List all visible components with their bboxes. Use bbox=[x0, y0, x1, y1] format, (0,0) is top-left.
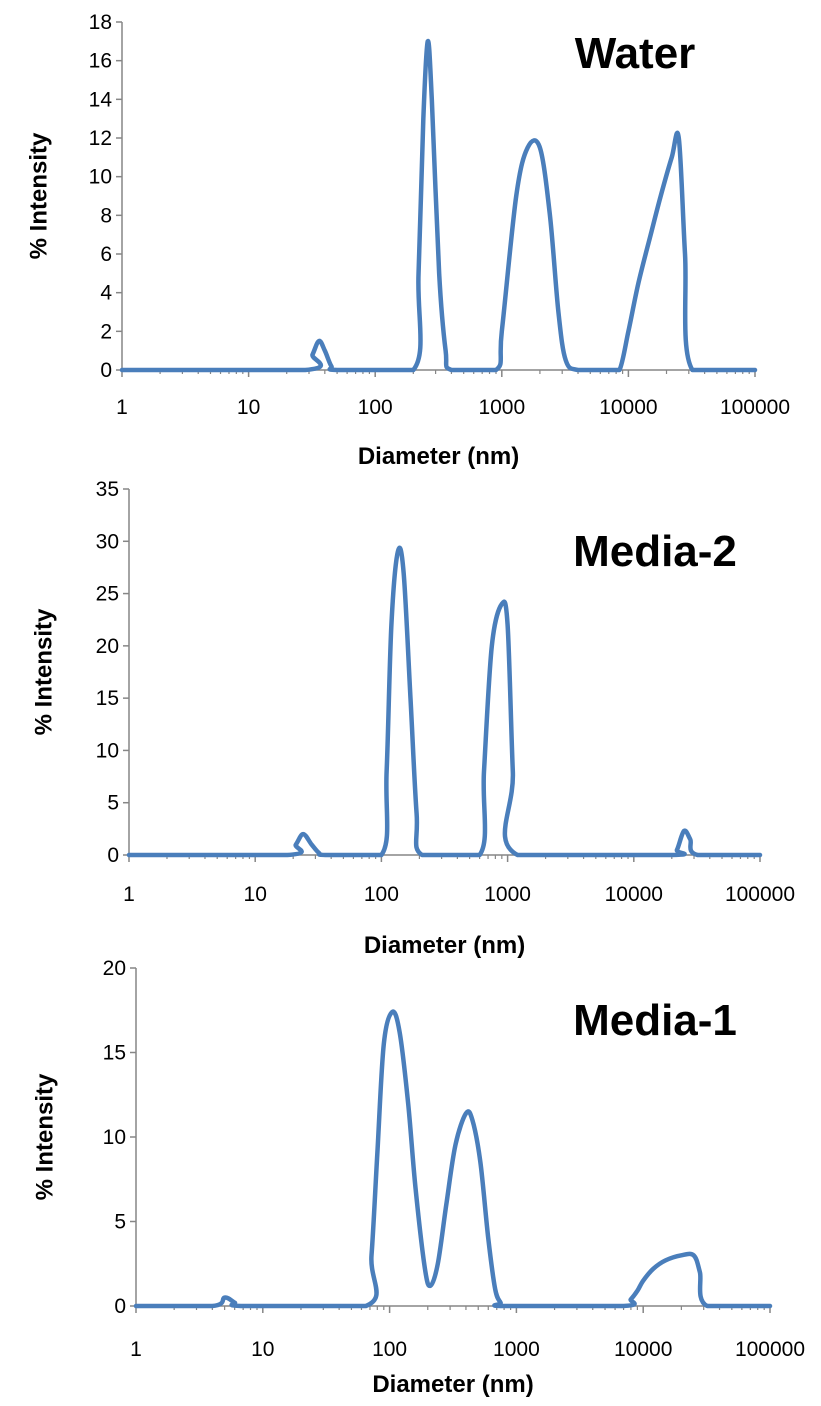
x-axis-title: Diameter (nm) bbox=[372, 1371, 533, 1398]
x-tick-label: 10000 bbox=[605, 883, 663, 906]
y-tick-label: 20 bbox=[103, 957, 126, 980]
x-tick-label: 100000 bbox=[725, 883, 795, 906]
x-axis-title: Diameter (nm) bbox=[364, 932, 525, 959]
chart-panel-media-1: 0 5 10 15 20 1 10 100 1000 10000 100000 Diameter (n… bbox=[0, 955, 821, 1406]
y-tick-label: 6 bbox=[100, 243, 112, 266]
x-tick-label: 100 bbox=[358, 396, 393, 419]
x-tick-label: 100000 bbox=[720, 396, 790, 419]
y-tick-label: 20 bbox=[96, 635, 119, 658]
y-tick-label: 5 bbox=[114, 1211, 126, 1234]
y-axis-title: % Intensity bbox=[25, 132, 52, 259]
y-axis-title: % Intensity bbox=[30, 608, 57, 735]
x-tick-label: 10000 bbox=[599, 396, 657, 419]
x-tick-label: 10 bbox=[251, 1338, 274, 1361]
x-tick-label: 10000 bbox=[614, 1338, 672, 1361]
x-tick-label: 1 bbox=[116, 396, 128, 419]
series-line-water bbox=[119, 38, 758, 373]
x-tick-label: 1000 bbox=[478, 396, 525, 419]
series-line-media-1 bbox=[133, 1009, 773, 1309]
x-tick-label: 100 bbox=[364, 883, 399, 906]
y-tick-label: 2 bbox=[100, 320, 112, 343]
x-axis-title: Diameter (nm) bbox=[358, 443, 519, 470]
y-tick-label: 10 bbox=[96, 739, 119, 762]
chart-title-media-2: Media-2 bbox=[573, 527, 737, 576]
chart-title-water: Water bbox=[575, 29, 696, 78]
x-tick-label: 10 bbox=[244, 883, 267, 906]
x-tick-label: 100000 bbox=[735, 1338, 805, 1361]
y-tick-label: 15 bbox=[103, 1042, 126, 1065]
y-axis-title: % Intensity bbox=[31, 1073, 58, 1200]
y-tick-label: 10 bbox=[89, 166, 112, 189]
y-tick-label: 10 bbox=[103, 1126, 126, 1149]
y-tick-label: 8 bbox=[100, 204, 112, 227]
y-tick-label: 15 bbox=[96, 687, 119, 710]
y-tick-label: 18 bbox=[89, 11, 112, 34]
x-tick-label: 1000 bbox=[493, 1338, 540, 1361]
y-tick-label: 25 bbox=[96, 583, 119, 606]
y-tick-label: 4 bbox=[100, 282, 112, 305]
y-tick-label: 14 bbox=[89, 88, 113, 111]
x-tick-label: 1000 bbox=[484, 883, 531, 906]
chart-media-1: 0 5 10 15 20 1 10 100 1000 10000 100000 Diameter (n… bbox=[31, 957, 805, 1398]
y-tick-label: 5 bbox=[107, 792, 119, 815]
x-tick-label: 1 bbox=[130, 1338, 142, 1361]
y-tick-label: 12 bbox=[89, 127, 112, 150]
y-tick-label: 30 bbox=[96, 530, 119, 553]
series-line-media-2 bbox=[126, 545, 763, 858]
y-tick-label: 0 bbox=[114, 1295, 126, 1318]
y-tick-label: 0 bbox=[100, 359, 112, 382]
x-tick-label: 10 bbox=[237, 396, 260, 419]
x-tick-label: 1 bbox=[123, 883, 135, 906]
x-tick-label: 100 bbox=[372, 1338, 407, 1361]
chart-media-2: 0 5 10 15 20 25 30 35 1 10 100 1000 10000 100000 Diame… bbox=[30, 478, 795, 959]
chart-title-media-1: Media-1 bbox=[573, 996, 737, 1045]
y-tick-label: 16 bbox=[89, 50, 112, 73]
chart-panel-water: 0 2 4 6 8 10 12 14 16 18 1 10 100 1000 10000 100000 Diam… bbox=[0, 0, 821, 475]
chart-water: 0 2 4 6 8 10 12 14 16 18 1 10 100 1000 10000 100000 Diam… bbox=[25, 11, 790, 470]
y-tick-label: 0 bbox=[107, 844, 119, 867]
y-tick-label: 35 bbox=[96, 478, 119, 501]
chart-panel-media-2: 0 5 10 15 20 25 30 35 1 10 100 1000 10000 100000 Diame… bbox=[0, 475, 821, 965]
